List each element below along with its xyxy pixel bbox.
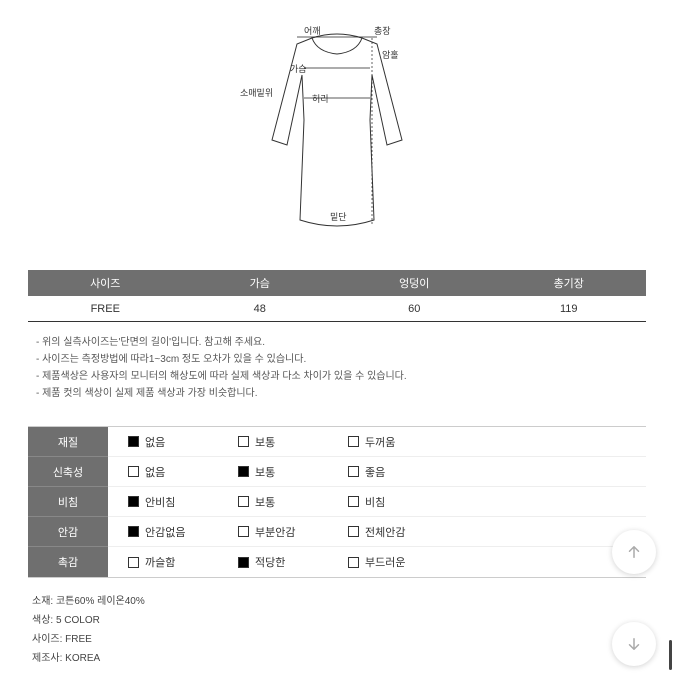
label-chest: 가슴 <box>290 62 307 75</box>
scrollbar-thumb[interactable] <box>669 640 672 670</box>
detail-line: 제조사: KOREA <box>32 649 642 668</box>
attributes-table: 재질없음보통두꺼움신축성없음보통좋음비침안비침보통비침안감안감없음부분안감전체안… <box>28 426 646 578</box>
attribute-options: 안감없음 부분안감 전체안감 <box>108 517 646 547</box>
option-text: 부드러운 <box>365 554 405 570</box>
option-text: 비침 <box>365 494 385 510</box>
checkbox-icon <box>348 526 359 537</box>
attribute-option: 안비침 <box>128 494 238 510</box>
label-shoulder: 어깨 <box>304 24 321 37</box>
size-col-header: 엉덩이 <box>337 275 492 291</box>
size-col-header: 가슴 <box>183 275 338 291</box>
option-text: 까슬함 <box>145 554 175 570</box>
measurement-diagram: 어깨 총장 암홀 가슴 소매밑위 허리 밑단 <box>28 0 646 270</box>
attribute-option: 적당한 <box>238 554 348 570</box>
attribute-label: 재질 <box>28 427 108 457</box>
checkbox-icon <box>238 466 249 477</box>
checkbox-icon <box>128 466 139 477</box>
attribute-option: 까슬함 <box>128 554 238 570</box>
attribute-option: 보통 <box>238 494 348 510</box>
attribute-option: 보통 <box>238 464 348 480</box>
option-text: 없음 <box>145 464 165 480</box>
attribute-options: 까슬함 적당한 부드러운 <box>108 547 646 577</box>
size-table: 사이즈 가슴 엉덩이 총기장 FREE 48 60 119 <box>28 270 646 322</box>
label-hem: 밑단 <box>330 210 347 223</box>
option-text: 두꺼움 <box>365 434 395 450</box>
attribute-option: 보통 <box>238 434 348 450</box>
label-waist: 허리 <box>312 92 329 105</box>
option-text: 좋음 <box>365 464 385 480</box>
size-table-header: 사이즈 가슴 엉덩이 총기장 <box>28 270 646 296</box>
checkbox-icon <box>128 557 139 568</box>
option-text: 부분안감 <box>255 524 295 540</box>
checkbox-icon <box>238 496 249 507</box>
dress-outline-svg <box>242 20 432 240</box>
detail-line: 색상: 5 COLOR <box>32 611 642 630</box>
attribute-label: 신축성 <box>28 457 108 487</box>
option-text: 안비침 <box>145 494 175 510</box>
attribute-row: 재질 없음 보통 두꺼움 <box>28 427 646 457</box>
size-cell: 60 <box>337 303 492 315</box>
checkbox-icon <box>128 526 139 537</box>
attribute-row: 촉감 까슬함 적당한 부드러운 <box>28 547 646 577</box>
note-line: - 위의 실측사이즈는'단면의 길이'입니다. 참고해 주세요. <box>36 334 638 351</box>
attribute-row: 안감 안감없음 부분안감 전체안감 <box>28 517 646 547</box>
option-text: 없음 <box>145 434 165 450</box>
attribute-row: 비침 안비침 보통 비침 <box>28 487 646 517</box>
detail-line: 소재: 코튼60% 레이온40% <box>32 592 642 611</box>
attribute-option: 두꺼움 <box>348 434 458 450</box>
size-col-header: 총기장 <box>492 275 647 291</box>
attribute-options: 없음 보통 두꺼움 <box>108 427 646 457</box>
product-details: 소재: 코튼60% 레이온40% 색상: 5 COLOR 사이즈: FREE 제… <box>28 578 646 682</box>
detail-line: 사이즈: FREE <box>32 630 642 649</box>
attribute-option: 좋음 <box>348 464 458 480</box>
checkbox-icon <box>238 526 249 537</box>
attribute-row: 신축성 없음 보통 좋음 <box>28 457 646 487</box>
label-armhole: 암홀 <box>382 48 399 61</box>
checkbox-icon <box>348 557 359 568</box>
attribute-label: 안감 <box>28 517 108 547</box>
attribute-label: 비침 <box>28 487 108 517</box>
size-col-header: 사이즈 <box>28 275 183 291</box>
option-text: 안감없음 <box>145 524 185 540</box>
checkbox-icon <box>128 496 139 507</box>
note-line: - 사이즈는 측정방법에 따라1~3cm 정도 오차가 있을 수 있습니다. <box>36 351 638 368</box>
checkbox-icon <box>348 436 359 447</box>
attribute-option: 없음 <box>128 434 238 450</box>
size-table-row: FREE 48 60 119 <box>28 296 646 322</box>
option-text: 보통 <box>255 434 275 450</box>
size-cell: 48 <box>183 303 338 315</box>
attribute-options: 안비침 보통 비침 <box>108 487 646 517</box>
label-total-length: 총장 <box>374 24 391 37</box>
attribute-option: 안감없음 <box>128 524 238 540</box>
size-notes: - 위의 실측사이즈는'단면의 길이'입니다. 참고해 주세요. - 사이즈는 … <box>28 322 646 426</box>
attribute-label: 촉감 <box>28 547 108 577</box>
scroll-top-button[interactable] <box>612 530 656 574</box>
note-line: - 제품 컷의 색상이 실제 제품 색상과 가장 비슷합니다. <box>36 385 638 402</box>
label-sleeve-hem: 소매밑위 <box>240 86 273 99</box>
size-cell: 119 <box>492 303 647 315</box>
arrow-up-icon <box>625 543 643 561</box>
arrow-down-icon <box>625 635 643 653</box>
scroll-bottom-button[interactable] <box>612 622 656 666</box>
option-text: 보통 <box>255 464 275 480</box>
checkbox-icon <box>348 496 359 507</box>
option-text: 전체안감 <box>365 524 405 540</box>
checkbox-icon <box>128 436 139 447</box>
attribute-option: 부드러운 <box>348 554 458 570</box>
checkbox-icon <box>238 557 249 568</box>
attribute-option: 없음 <box>128 464 238 480</box>
option-text: 적당한 <box>255 554 285 570</box>
attribute-option: 부분안감 <box>238 524 348 540</box>
size-cell: FREE <box>28 303 183 315</box>
checkbox-icon <box>238 436 249 447</box>
attribute-options: 없음 보통 좋음 <box>108 457 646 487</box>
option-text: 보통 <box>255 494 275 510</box>
attribute-option: 전체안감 <box>348 524 458 540</box>
attribute-option: 비침 <box>348 494 458 510</box>
checkbox-icon <box>348 466 359 477</box>
note-line: - 제품색상은 사용자의 모니터의 해상도에 따라 실제 색상과 다소 차이가 … <box>36 368 638 385</box>
